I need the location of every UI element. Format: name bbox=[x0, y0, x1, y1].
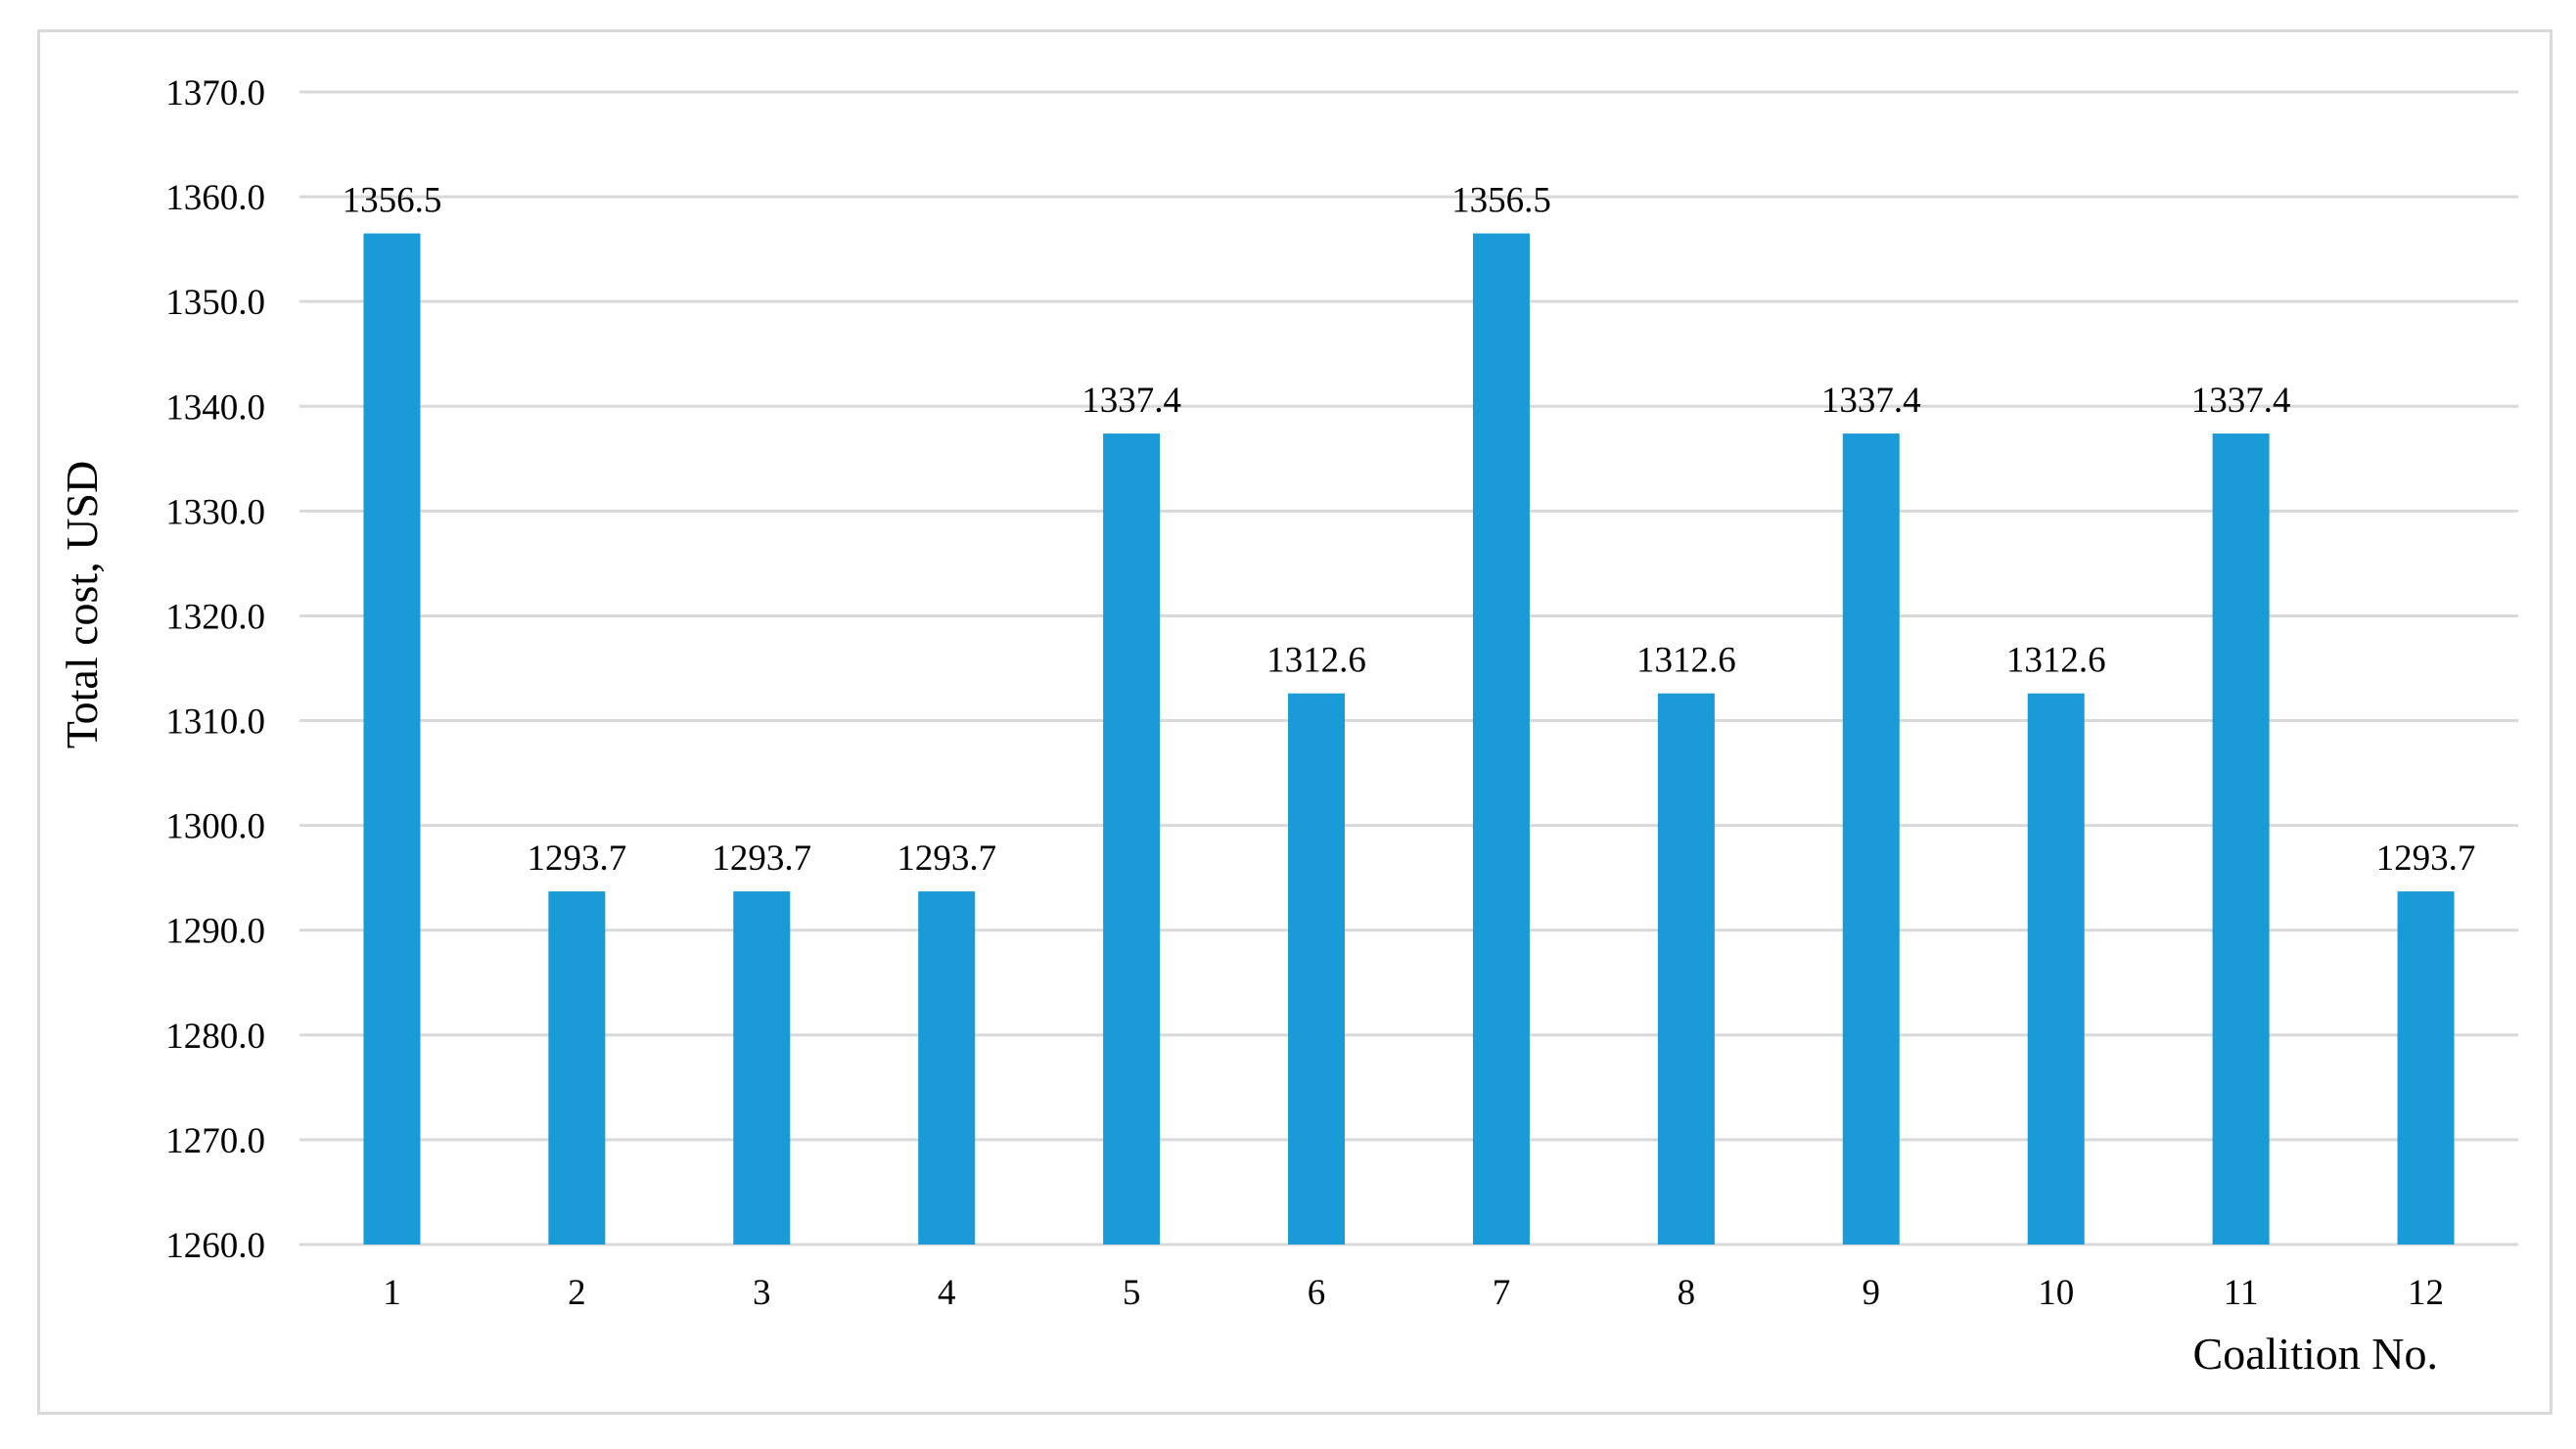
y-tick-label: 1330.0 bbox=[165, 492, 265, 532]
y-axis-title: Total cost, USD bbox=[57, 461, 107, 749]
y-tick-label: 1360.0 bbox=[165, 178, 265, 218]
bar-coalition-9 bbox=[1842, 433, 1900, 1245]
x-tick-label: 3 bbox=[753, 1273, 771, 1313]
bar-coalition-10 bbox=[2027, 693, 2085, 1245]
x-tick-label: 8 bbox=[1678, 1273, 1696, 1313]
data-label-coalition-10: 1312.6 bbox=[2006, 641, 2106, 681]
bar-coalition-6 bbox=[1288, 693, 1346, 1245]
x-tick-label: 10 bbox=[2038, 1273, 2074, 1313]
x-tick-label: 9 bbox=[1863, 1273, 1881, 1313]
data-label-coalition-5: 1337.4 bbox=[1081, 381, 1181, 421]
bar-coalition-3 bbox=[733, 891, 791, 1245]
y-tick-label: 1300.0 bbox=[165, 807, 265, 847]
data-label-coalition-8: 1312.6 bbox=[1636, 641, 1736, 681]
y-tick-label: 1260.0 bbox=[165, 1226, 265, 1266]
x-tick-label: 11 bbox=[2224, 1273, 2259, 1313]
y-tick-label: 1370.0 bbox=[165, 73, 265, 113]
x-tick-label: 5 bbox=[1123, 1273, 1141, 1313]
bar-coalition-2 bbox=[548, 891, 606, 1245]
y-tick-label: 1350.0 bbox=[165, 283, 265, 323]
data-label-coalition-12: 1293.7 bbox=[2376, 838, 2476, 879]
x-tick-label: 2 bbox=[568, 1273, 586, 1313]
bar-coalition-1 bbox=[363, 233, 421, 1245]
y-axis-tick-labels: 1260.0 1270.0 1280.0 1290.0 1300.0 1310.0 1320… bbox=[165, 73, 265, 1266]
x-tick-label: 6 bbox=[1308, 1273, 1326, 1313]
bar-coalition-11 bbox=[2212, 433, 2270, 1245]
gridlines bbox=[299, 90, 2518, 1246]
data-label-coalition-1: 1356.5 bbox=[343, 181, 442, 221]
bars bbox=[363, 233, 2455, 1245]
x-tick-label: 7 bbox=[1493, 1273, 1511, 1313]
y-tick-label: 1270.0 bbox=[165, 1121, 265, 1161]
x-axis-title: Coalition No. bbox=[2193, 1329, 2438, 1379]
data-label-coalition-3: 1293.7 bbox=[712, 838, 811, 879]
y-tick-label: 1280.0 bbox=[165, 1017, 265, 1057]
x-tick-label: 4 bbox=[938, 1273, 956, 1313]
data-label-coalition-6: 1312.6 bbox=[1266, 641, 1366, 681]
x-axis-tick-labels: 1 2 3 4 5 6 7 8 9 10 11 12 bbox=[383, 1273, 2444, 1313]
data-label-coalition-4: 1293.7 bbox=[897, 838, 996, 879]
data-label-coalition-7: 1356.5 bbox=[1451, 181, 1551, 221]
chart-frame: 1260.0 1270.0 1280.0 1290.0 1300.0 1310.0 1320… bbox=[37, 29, 2553, 1415]
bar-coalition-12 bbox=[2397, 891, 2455, 1245]
y-tick-label: 1320.0 bbox=[165, 597, 265, 637]
bar-coalition-7 bbox=[1472, 233, 1530, 1245]
y-tick-label: 1310.0 bbox=[165, 702, 265, 743]
x-tick-label: 1 bbox=[383, 1273, 401, 1313]
data-labels: 1356.5 1293.7 1293.7 1293.7 1337.4 1312.6 1356… bbox=[343, 181, 2476, 880]
data-label-coalition-11: 1337.4 bbox=[2191, 381, 2291, 421]
data-label-coalition-2: 1293.7 bbox=[528, 838, 627, 879]
y-tick-label: 1340.0 bbox=[165, 387, 265, 428]
bar-coalition-8 bbox=[1657, 693, 1715, 1245]
data-label-coalition-9: 1337.4 bbox=[1821, 381, 1921, 421]
bar-coalition-4 bbox=[918, 891, 976, 1245]
bar-coalition-5 bbox=[1103, 433, 1161, 1245]
y-tick-label: 1290.0 bbox=[165, 912, 265, 952]
bar-chart: 1260.0 1270.0 1280.0 1290.0 1300.0 1310.0 1320… bbox=[57, 73, 2518, 1379]
x-tick-label: 12 bbox=[2408, 1273, 2444, 1313]
